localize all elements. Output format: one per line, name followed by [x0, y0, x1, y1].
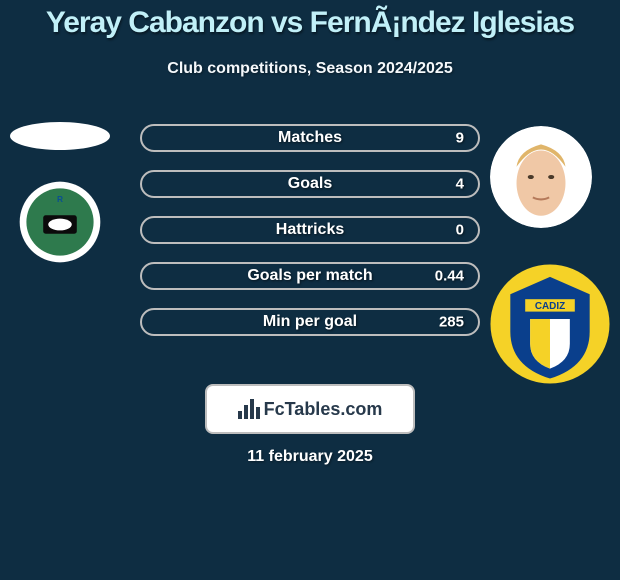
subtitle: Club competitions, Season 2024/2025: [0, 60, 620, 78]
stat-label: Goals: [288, 175, 332, 193]
shield-icon: CADIZ: [488, 262, 612, 386]
player-right-avatar: [490, 126, 592, 228]
stat-value-right: 4: [456, 176, 464, 193]
club-badge-right: CADIZ: [488, 262, 612, 386]
stat-label: Min per goal: [263, 313, 357, 331]
stat-value-right: 285: [439, 314, 464, 331]
shield-icon: R: [18, 180, 102, 264]
stats-table: Matches 9 Goals 4 Hattricks 0 Goals per …: [140, 124, 480, 354]
stat-value-right: 0: [456, 222, 464, 239]
stat-row: Min per goal 285: [140, 308, 480, 336]
footer-logo-text: FcTables.com: [264, 399, 383, 420]
stat-row: Matches 9: [140, 124, 480, 152]
footer-logo[interactable]: FcTables.com: [205, 384, 415, 434]
comparison-card: Yeray Cabanzon vs FernÃ¡ndez Iglesias Cl…: [0, 0, 620, 580]
svg-text:CADIZ: CADIZ: [535, 301, 565, 312]
bars-icon: [238, 399, 260, 419]
stat-row: Goals 4: [140, 170, 480, 198]
footer-date: 11 february 2025: [247, 448, 372, 466]
stat-value-right: 9: [456, 130, 464, 147]
stat-label: Hattricks: [276, 221, 344, 239]
stat-value-right: 0.44: [435, 268, 464, 285]
stat-row: Hattricks 0: [140, 216, 480, 244]
page-title: Yeray Cabanzon vs FernÃ¡ndez Iglesias: [0, 0, 620, 40]
face-icon: [490, 126, 592, 228]
stat-label: Matches: [278, 129, 342, 147]
player-left-avatar: [10, 122, 110, 150]
stat-label: Goals per match: [247, 267, 372, 285]
svg-text:R: R: [57, 194, 63, 204]
club-badge-left: R: [18, 180, 102, 264]
stat-row: Goals per match 0.44: [140, 262, 480, 290]
